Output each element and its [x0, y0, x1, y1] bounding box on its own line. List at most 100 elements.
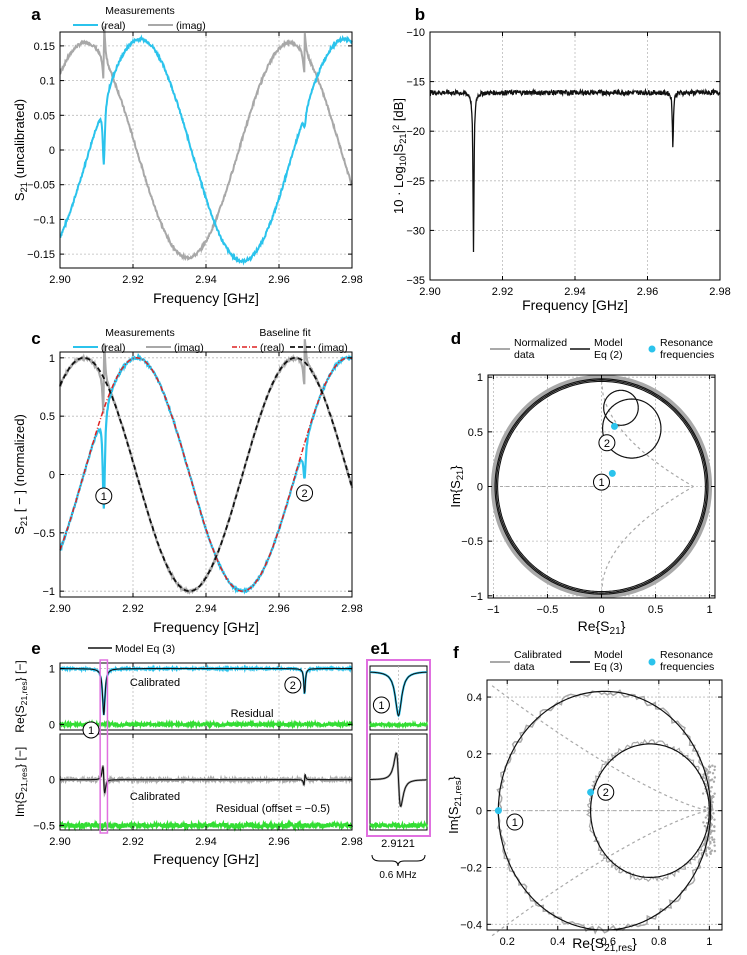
legend-entry-real: (real) [101, 20, 126, 32]
label-part: |S [391, 143, 406, 155]
calibrated-data-point [703, 824, 707, 828]
resonance-marker-circle [82, 721, 100, 739]
legend-entry-data: Calibrated [514, 649, 562, 661]
y-tick-label: 0.4 [467, 692, 482, 704]
normalized-data-ring [490, 374, 713, 599]
x-tick-label: 2.92 [122, 836, 143, 848]
calibrated-label: Calibrated [130, 791, 180, 803]
calibrated-data-point [711, 800, 714, 804]
y-tick-label: −0.5 [33, 820, 55, 832]
x-tick-label: 2.94 [564, 286, 585, 298]
y-tick-label: 0 [476, 806, 482, 818]
calibrated-data-point [713, 844, 716, 847]
calibrated-data-point [702, 821, 705, 824]
label-part: Re{S [578, 618, 610, 634]
label-part: Im{S [448, 480, 463, 508]
y-tick-label: −15 [406, 77, 425, 89]
calibrated-data-point [705, 769, 708, 772]
calibrated-data-point [709, 840, 712, 844]
y-tick-label: −0.05 [27, 180, 55, 192]
calibrated-data-point [711, 764, 714, 767]
x-axis-label: Frequency [GHz] [153, 290, 259, 306]
power-series-line [429, 87, 721, 253]
y-tick-label: 0 [49, 775, 55, 787]
x-tick-label: 2.98 [709, 286, 730, 298]
calibrated-data-point [703, 805, 707, 809]
legend-entry-resonance: Resonance [660, 337, 713, 349]
label-part: 10 · Log [391, 166, 406, 214]
label-part: 21 [455, 470, 465, 480]
calibrated-data-point [710, 797, 713, 800]
x-tick-label: 2.9121 [381, 838, 415, 850]
y-tick-label: −35 [406, 275, 425, 287]
calibrated-data-point [706, 807, 709, 810]
zoom-region-box [99, 659, 109, 834]
calibrated-data-point [711, 794, 715, 798]
model-circle-main [495, 379, 708, 594]
calibrated-data-point [713, 768, 716, 772]
resonance-marker-label: 2 [603, 787, 609, 799]
residual-real-line [58, 718, 354, 730]
resonance-marker-label: 2 [301, 488, 307, 500]
label-part: 10 [398, 156, 408, 166]
x-tick-label: −0.5 [537, 604, 559, 616]
baseline-fit-real-line [59, 357, 353, 592]
label-part: (uncalibrated) [12, 99, 27, 182]
resonance-marker-circle [296, 484, 314, 502]
x-tick-label: 0.2 [500, 936, 515, 948]
calibrated-data-point [713, 792, 716, 795]
x-tick-label: 2.90 [49, 603, 70, 615]
residual-imag-line [58, 819, 354, 832]
x-axis-label: Frequency [GHz] [153, 851, 259, 867]
legend-swatch-resonance [648, 345, 656, 353]
label-part: 21,res [19, 681, 29, 705]
resonance-marker-circle [284, 676, 302, 694]
y-tick-label: 0 [49, 719, 55, 731]
resonance-frequency-point [587, 788, 595, 796]
legend-entry-fit-real: (real) [260, 342, 285, 354]
legend-entry-real: (real) [101, 342, 126, 354]
resonance-marker-label: 1 [88, 725, 94, 737]
resonance-frequency-point [494, 807, 502, 815]
calibrated-data-point [706, 772, 709, 776]
x-tick-label: 2.96 [268, 836, 289, 848]
legend-entry-model: Eq (3) [594, 661, 623, 673]
y-tick-label: −0.15 [27, 249, 55, 261]
y-tick-label: −1 [470, 591, 483, 603]
legend-entry-fit-imag: (imag) [318, 342, 348, 354]
calibrated-data-point [713, 825, 716, 829]
y-tick-label: 0.15 [34, 41, 55, 53]
residual-label: Residual [231, 708, 274, 720]
label-part: } [448, 465, 463, 470]
panel-label-e1: e1 [371, 639, 390, 658]
label-part: 21 [398, 133, 408, 143]
legend-entry-data: data [514, 349, 535, 361]
y-tick-label: 1 [49, 353, 55, 365]
calibrated-data-point [702, 775, 705, 779]
calibrated-data-point [713, 818, 716, 821]
legend-entry-model: Model [594, 649, 623, 661]
imag-series-line [59, 26, 353, 262]
x-tick-label: 2.92 [122, 603, 143, 615]
calibrated-data-point [702, 773, 705, 776]
model-imag-line [60, 766, 352, 794]
calibrated-data-point [713, 849, 717, 853]
calibrated-data-point [701, 792, 705, 795]
calibrated-data-point [705, 821, 709, 825]
label-part: 21,res [19, 768, 29, 792]
x-tick-label: 2.94 [195, 836, 216, 848]
y-axis-label: Im{S21,res} [−] [13, 747, 29, 817]
panel-f-axes [486, 679, 723, 931]
calibrated-data-point [713, 776, 717, 779]
calibrated-data-point [712, 780, 716, 783]
legend-entry-data: Normalized [514, 337, 567, 349]
x-tick-label: 0 [598, 604, 604, 616]
legend-entry-resonance: frequencies [660, 661, 714, 673]
x-tick-label: 2.96 [268, 274, 289, 286]
y-tick-label: −20 [406, 126, 425, 138]
y-tick-label: −0.5 [461, 536, 483, 548]
calibrated-data-point [710, 778, 714, 781]
label-part: } [632, 935, 637, 951]
y-tick-label: 0.2 [467, 749, 482, 761]
